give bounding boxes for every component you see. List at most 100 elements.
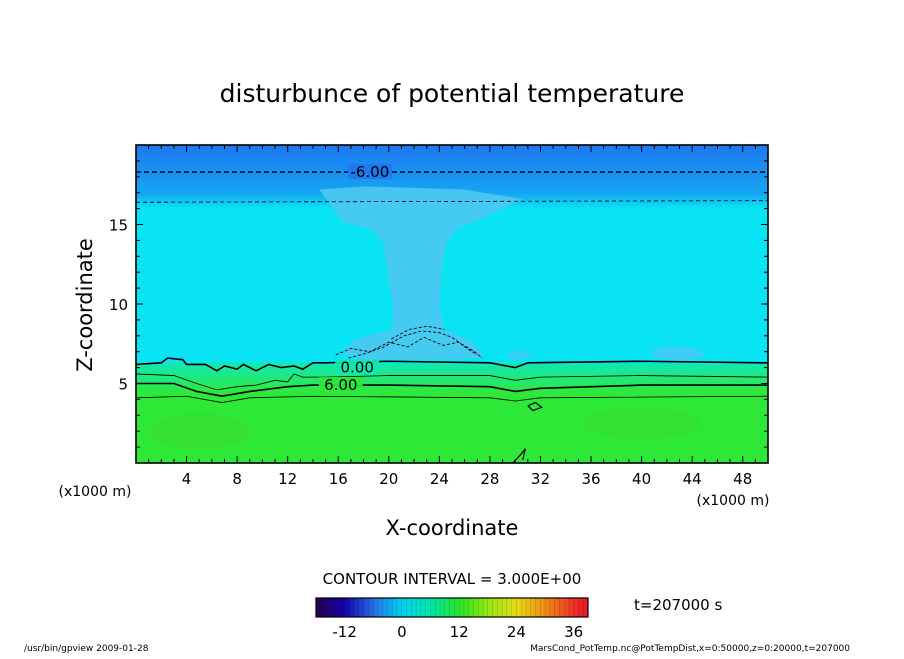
- colorbar-cell: [535, 598, 541, 617]
- contour-minus3: [136, 200, 768, 203]
- colorbar-cell: [425, 598, 431, 617]
- contour-small-edge: [512, 448, 526, 463]
- contour-label-bg: [347, 164, 392, 180]
- x-unit-right: (x1000 m): [697, 493, 770, 509]
- colorbar-cell: [373, 598, 379, 617]
- colorbar-frame: [315, 597, 589, 618]
- x-tick-label: 12: [278, 470, 297, 488]
- colorbar-cell: [578, 598, 584, 617]
- contour-label: -6.00: [350, 163, 389, 181]
- colorbar-cell: [330, 598, 336, 617]
- contour-label-bg: [318, 377, 363, 393]
- colorbar-cell: [363, 598, 369, 617]
- contour-plus6: [136, 382, 768, 398]
- patch-right: [650, 346, 703, 361]
- colorbar-cell: [554, 598, 560, 617]
- colorbar-cell: [506, 598, 512, 617]
- colorbar-cell: [478, 598, 484, 617]
- colorbar-cell: [397, 598, 403, 617]
- colorbar-cell: [525, 598, 532, 617]
- colorbar-cell: [473, 598, 479, 617]
- colorbar: -12 0 12 24 36: [315, 597, 589, 641]
- colorbar-cell: [468, 598, 474, 617]
- plume-region: [319, 186, 523, 360]
- colorbar-cell: [530, 598, 536, 617]
- x-tick-label: 28: [480, 470, 499, 488]
- colorbar-cell: [521, 598, 527, 617]
- x-tick-label: 16: [329, 470, 348, 488]
- colorbar-cell: [435, 598, 441, 617]
- colorbar-cell: [354, 598, 360, 617]
- colorbar-tick-label: 12: [450, 623, 469, 641]
- colorbar-cell: [545, 598, 551, 617]
- x-tick-label: 20: [379, 470, 398, 488]
- contour-plume-3: [391, 325, 445, 340]
- footer-right: MarsCond_PotTemp.nc@PotTempDist,x=0:5000…: [530, 644, 850, 654]
- colorbar-cell: [564, 598, 570, 617]
- patch-low-left: [149, 413, 250, 450]
- colorbar-cell: [516, 598, 522, 617]
- colorbar-cell: [540, 598, 546, 617]
- colorbar-cell: [382, 598, 388, 617]
- colorbar-cell: [568, 598, 574, 617]
- contour-plus3: [136, 373, 768, 391]
- x-tick-label: 24: [430, 470, 449, 488]
- colorbar-cell: [449, 598, 455, 617]
- y-axis-label: Z-coordinate: [73, 238, 97, 372]
- colorbar-cell: [416, 598, 422, 617]
- contour-plume-1: [335, 336, 483, 359]
- colorbar-cell: [358, 598, 365, 617]
- shaded-field: -6.00 0.006.00: [136, 145, 768, 463]
- contour-small-blob: [527, 401, 543, 412]
- colorbar-cell: [411, 598, 417, 617]
- contour-zero: [136, 357, 768, 372]
- colorbar-tick-label: 0: [397, 623, 407, 641]
- x-axis-label: X-coordinate: [386, 516, 519, 540]
- x-tick-label: 36: [581, 470, 600, 488]
- x-tick-label: 32: [531, 470, 550, 488]
- x-tick-label: 48: [733, 470, 752, 488]
- x-tick-label: 44: [683, 470, 702, 488]
- colorbar-cell: [401, 598, 407, 617]
- colorbar-cell: [559, 598, 565, 617]
- y-tick-label: 10: [109, 296, 128, 314]
- colorbar-cell: [430, 598, 436, 617]
- colorbar-cell: [444, 598, 450, 617]
- colorbar-cell: [344, 598, 350, 617]
- colorbar-cell: [320, 598, 326, 617]
- colorbar-cell: [440, 598, 446, 617]
- contour-plume-2: [348, 330, 478, 359]
- contour-interval: CONTOUR INTERVAL = 3.000E+00: [323, 570, 582, 588]
- colorbar-cell: [459, 598, 465, 617]
- colorbar-cell: [368, 598, 374, 617]
- colorbar-cell: [573, 598, 579, 617]
- colorbar-cell: [392, 598, 398, 617]
- colorbar-tick-label: 24: [507, 623, 526, 641]
- colorbar-cell: [406, 598, 412, 617]
- colorbar-cell: [497, 598, 503, 617]
- colorbar-cell: [502, 598, 508, 617]
- colorbar-cell: [463, 598, 470, 617]
- y-tick-label: 5: [118, 376, 128, 394]
- colorbar-cell: [420, 598, 427, 617]
- colorbar-cell: [492, 598, 498, 617]
- colorbar-cell: [316, 598, 322, 617]
- patch-low-right: [581, 407, 702, 440]
- x-tick-label: 8: [232, 470, 242, 488]
- contour-label: 6.00: [324, 376, 357, 394]
- colorbar-cell: [583, 598, 589, 617]
- colorbar-cell: [549, 598, 555, 617]
- y-tick-label: 15: [109, 217, 128, 235]
- contour-label-bg: [335, 359, 380, 375]
- contour-label: 0.00: [340, 359, 373, 377]
- time-label: t=207000 s: [634, 596, 722, 614]
- colorbar-cell: [339, 598, 345, 617]
- colorbar-cell: [483, 598, 489, 617]
- colorbar-cell: [387, 598, 393, 617]
- colorbar-tick-label: 36: [564, 623, 583, 641]
- contour-plus9: [136, 395, 768, 403]
- colorbar-tick-label: -12: [332, 623, 357, 641]
- x-unit-left: (x1000 m): [59, 484, 132, 500]
